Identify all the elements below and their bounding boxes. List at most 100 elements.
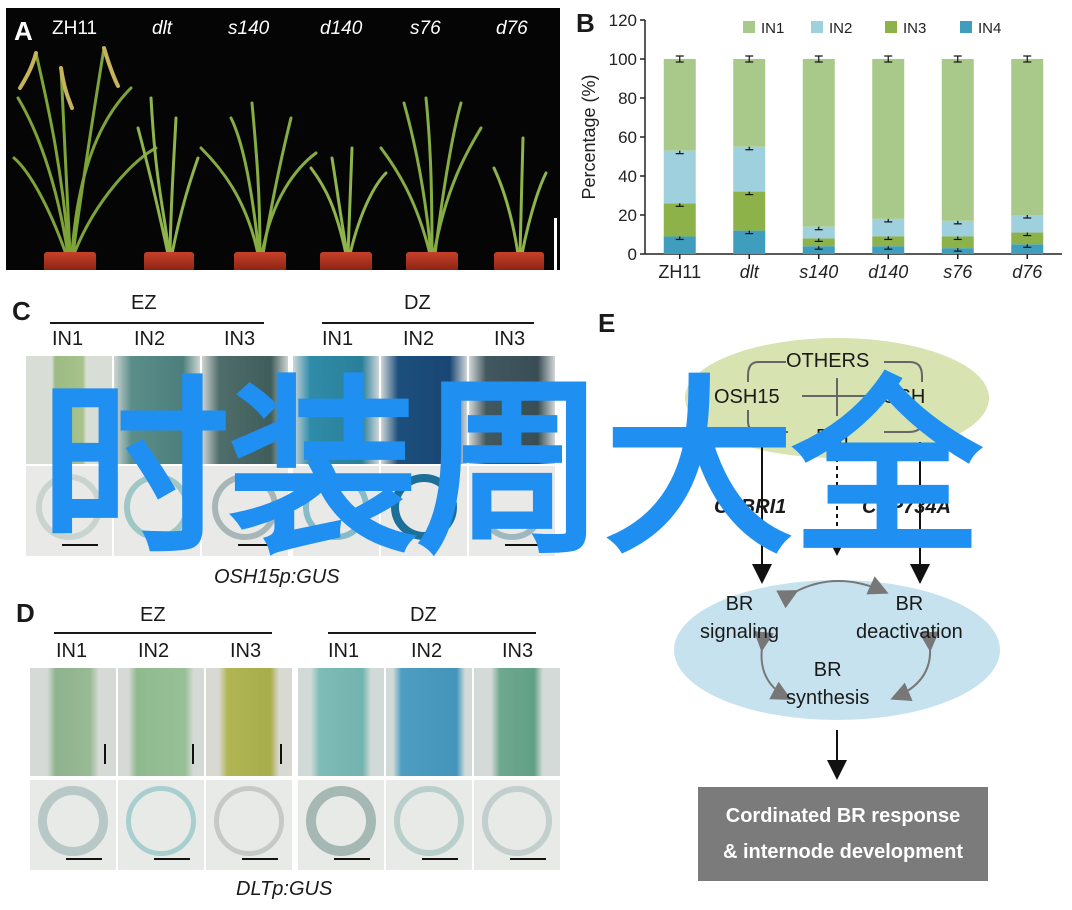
bar-in1 [733,59,766,147]
bar-in2 [872,218,905,237]
bar-in3 [941,236,974,249]
y-tick-label: 60 [618,128,637,147]
col-label-c-6: IN3 [494,328,526,350]
br-signaling-label: BR signaling [700,593,779,643]
response-box: Cordinated BR response & internode devel… [698,787,988,881]
bar-in3 [733,191,766,231]
response-line-1: Cordinated BR response [725,805,961,827]
cross-section-tile [26,466,112,556]
plant-label-zh11: ZH11 [52,18,98,39]
group-line-ez-d [54,632,272,634]
stain-tile [386,668,472,776]
pot-s76 [406,252,458,270]
group-line-dz-d [328,632,536,634]
group-ez-c: EZ [131,292,157,314]
col-label-d-6: IN3 [502,640,534,662]
group-line-ez-c [50,322,264,324]
bar-in1 [941,59,974,221]
col-label-d-1: IN1 [56,640,88,662]
y-tick-label: 0 [628,245,637,264]
bar-in4 [802,246,835,254]
bar-in3 [1011,232,1044,245]
bar-in3 [663,203,696,237]
group-dz-d: DZ [410,604,437,626]
panel-d-letter: D [16,598,35,628]
y-tick-label: 100 [609,50,637,69]
bar-in2 [663,150,696,204]
scale-bar [554,218,557,270]
pot-d140 [320,252,372,270]
y-tick-label: 80 [618,89,637,108]
rice-plants-illustration [12,46,548,256]
bar-in3 [872,236,905,247]
cross-section-tile [386,780,472,870]
plant-label-d140: d140 [320,18,363,39]
dlt-label: DLT [816,426,853,448]
pot-zh11 [44,252,96,270]
group-ez-d: EZ [140,604,166,626]
panel-a-letter: A [14,16,33,46]
stain-tile [30,668,116,776]
osh15-label: OSH15 [714,386,780,408]
stain-tile [26,356,112,464]
plant-label-s140: s140 [228,18,270,39]
x-tick-label: dlt [740,262,760,282]
response-line-2: & internode development [722,841,964,863]
col-label-c-3: IN3 [224,328,256,350]
bar-in1 [872,59,905,219]
caption-d: DLTp:GUS [236,878,333,900]
panel-e-letter: E [598,308,616,338]
col-label-c-1: IN1 [52,328,84,350]
stacked-bar-chart: 0 20 40 60 80 100 120 Percentage (%) ZH11 dlt s140… [575,0,1072,290]
col-label-d-2: IN2 [138,640,170,662]
stain-tile [293,356,379,464]
bar-in3 [802,238,835,247]
legend-label-in4: IN4 [978,20,1001,37]
bar-in1 [663,59,696,151]
col-label-c-5: IN2 [403,328,435,350]
bar-in2 [941,220,974,237]
stain-tile [206,668,292,776]
legend-label-in3: IN3 [903,20,926,37]
legend-swatch-in2 [811,21,823,33]
stain-tile [118,668,204,776]
cross-section-tile [118,780,204,870]
y-tick-label: 120 [609,11,637,30]
legend-swatch-in3 [885,21,897,33]
cross-section-tile [381,466,467,556]
y-axis-label: Percentage (%) [579,74,599,199]
x-tick-label: d76 [1012,262,1043,282]
cross-section-tile [206,780,292,870]
legend-swatch-in4 [960,21,972,33]
pot-s140 [234,252,286,270]
plant-label-d76: d76 [496,18,528,39]
col-label-d-4: IN1 [328,640,360,662]
panel-b-letter: B [576,8,595,38]
x-tick-label: s140 [799,262,838,282]
cross-section-tile [298,780,384,870]
cross-section-tile [474,780,560,870]
cross-section-tile [114,466,200,556]
group-line-dz-c [322,322,534,324]
others-label: OTHERS [786,350,870,372]
stain-tile [469,356,555,464]
legend-label-in2: IN2 [829,20,852,37]
bar-in1 [1011,59,1044,215]
caption-c: OSH15p:GUS [214,566,340,588]
bar-in2 [1011,215,1044,233]
y-tick-label: 20 [618,206,637,225]
bar-in2 [733,146,766,192]
pot-dlt [144,252,194,270]
x-tick-label: d140 [868,262,908,282]
stain-tile [298,668,384,776]
group-dz-c: DZ [404,292,431,314]
br-deactivation-label: BR deactivation [856,593,963,643]
stain-tile [474,668,560,776]
col-label-d-5: IN2 [411,640,443,662]
col-label-c-4: IN1 [322,328,354,350]
stain-tile [114,356,200,464]
legend-swatch-in1 [743,21,755,33]
bar-in4 [733,230,766,254]
plant-label-s76: s76 [410,18,441,39]
plant-photo: ZH11 dlt s140 d140 s76 d76 [6,8,560,270]
